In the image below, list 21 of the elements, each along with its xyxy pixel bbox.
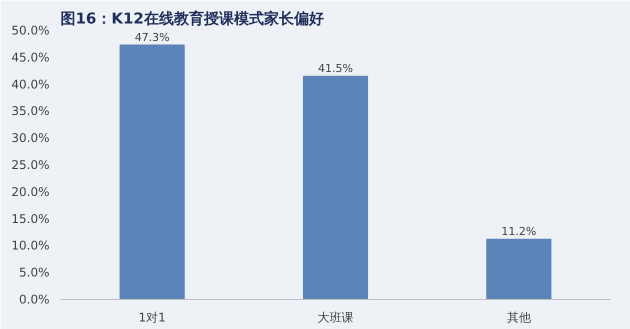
data-label: 47.3% — [134, 31, 170, 44]
y-tick-label: 25.0% — [11, 158, 50, 172]
x-tick-label: 1对1 — [138, 310, 166, 324]
bar — [302, 76, 368, 300]
chart-title: 图16：K12在线教育授课模式家长偏好 — [60, 10, 324, 28]
y-tick-label: 50.0% — [11, 24, 50, 38]
bar — [120, 44, 185, 300]
bar — [486, 238, 552, 300]
x-tick-label: 大班课 — [318, 310, 354, 324]
y-tick-label: 15.0% — [11, 212, 50, 226]
y-tick-label: 10.0% — [11, 238, 50, 253]
y-tick-label: 30.0% — [11, 131, 50, 146]
y-tick-label: 0.0% — [19, 292, 50, 306]
x-tick-label: 其他 — [506, 310, 531, 324]
y-tick-label: 35.0% — [11, 104, 50, 118]
y-tick-label: 20.0% — [11, 184, 50, 199]
y-tick-label: 5.0% — [19, 266, 50, 280]
data-label: 41.5% — [318, 62, 353, 76]
y-tick-label: 45.0% — [11, 50, 50, 64]
data-label: 11.2% — [501, 225, 536, 238]
y-tick-label: 40.0% — [11, 77, 50, 92]
